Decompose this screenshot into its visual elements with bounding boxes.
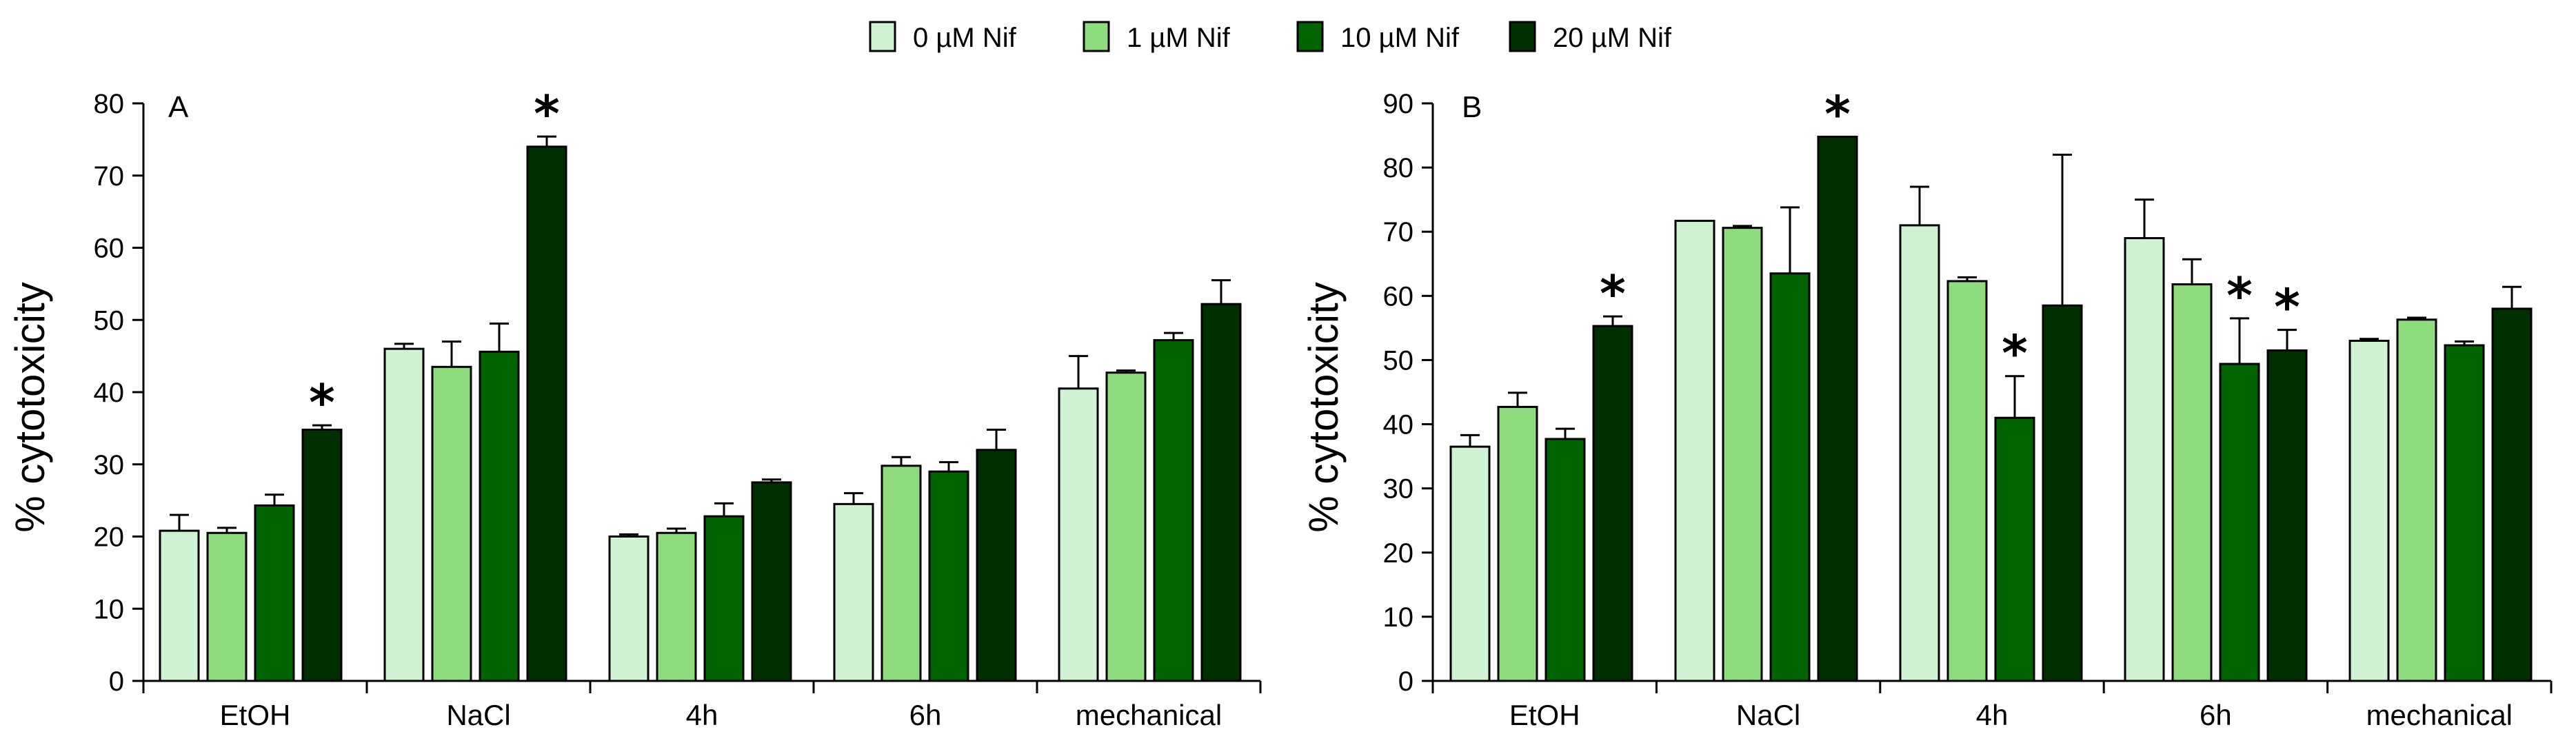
bar-a-mechanical-series-0: [1058, 387, 1099, 682]
bar-a-4h-series-0: [608, 535, 650, 682]
bar-a-4h-series-2: [703, 515, 745, 682]
significance-star: *: [2226, 267, 2253, 325]
panel-a-y-tick-label: 40: [94, 378, 125, 408]
panel-b-category-label: EtOH: [1509, 699, 1580, 731]
bar-a-nacl-series-3: [526, 145, 567, 682]
bar-b-mechanical-series-3: [2491, 307, 2533, 682]
panel-a-label: A: [168, 90, 189, 124]
bar-a-nacl-series-0: [383, 347, 425, 682]
panel-a-category-label: NaCl: [446, 699, 510, 731]
bar-b-4h-series-3: [2042, 304, 2083, 682]
bar-a-etoh-series-0: [159, 529, 200, 682]
legend-entry-1: 1 µM Nif: [1083, 21, 1231, 53]
bar-a-nacl-series-2: [479, 350, 520, 682]
panel-a-y-tick-label: 0: [109, 666, 124, 697]
bar-a-mechanical-series-1: [1105, 371, 1147, 682]
bar-a-6h-series-1: [881, 465, 922, 682]
panel-b-y-tick-label: 80: [1383, 153, 1414, 183]
bar-b-4h-series-1: [1946, 280, 1988, 682]
legend-label-2: 10 µM Nif: [1340, 23, 1460, 53]
bar-a-etoh-series-2: [254, 504, 295, 682]
legend-label-0: 0 µM Nif: [913, 23, 1017, 53]
panel-b-y-tick-label: 40: [1383, 410, 1414, 440]
panel-b-y-axis-label: % cytotoxicity: [1300, 282, 1347, 532]
bar-b-etoh-series-0: [1449, 445, 1491, 682]
panel-a: A % cytotoxicity 0 10 20 30 40 50 60 70 80 EtOH Na…: [7, 85, 1262, 731]
legend: 0 µM Nif 1 µM Nif 10 µM Nif 20 µM Nif: [869, 21, 1672, 53]
bar-a-nacl-series-1: [431, 365, 472, 682]
panel-a-y-tick-label: 30: [94, 450, 125, 480]
legend-swatch-2: [1296, 21, 1324, 52]
panel-b-y-tick-label: 50: [1383, 345, 1414, 376]
panel-a-category-label: mechanical: [1076, 699, 1222, 731]
panel-a-y-axis-label: % cytotoxicity: [7, 282, 53, 532]
legend-swatch-1: [1083, 21, 1110, 52]
bar-b-6h-series-3: [2266, 349, 2308, 682]
bar-b-6h-series-0: [2124, 237, 2165, 682]
panel-a-y-tick-label: 60: [94, 234, 125, 264]
panel-b-category-label: mechanical: [2366, 699, 2513, 731]
panel-b-category-label: 6h: [2200, 699, 2232, 731]
bar-b-nacl-series-1: [1722, 227, 1763, 682]
legend-entry-0: 0 µM Nif: [869, 21, 1017, 53]
panel-b-y-tick-label: 90: [1383, 89, 1414, 119]
legend-entry-3: 20 µM Nif: [1509, 21, 1672, 53]
significance-star: *: [1824, 85, 1851, 143]
panel-b-label: B: [1462, 90, 1482, 124]
panel-b-y-tick-label: 20: [1383, 538, 1414, 569]
bar-a-etoh-series-1: [206, 531, 248, 682]
panel-a-y-tick-label: 10: [94, 594, 125, 624]
bar-a-6h-series-3: [976, 449, 1017, 682]
bar-b-nacl-series-0: [1674, 219, 1715, 682]
panel-a-category-label: EtOH: [220, 699, 291, 731]
panel-b: B % cytotoxicity 0 10 20 30 40 50 60 70 80 90 EtOH…: [1300, 85, 2553, 731]
bar-b-nacl-series-2: [1769, 272, 1811, 682]
legend-entry-2: 10 µM Nif: [1296, 21, 1460, 53]
panel-b-category-label: 4h: [1976, 699, 2009, 731]
significance-star: *: [1600, 265, 1626, 323]
bar-b-6h-series-2: [2219, 363, 2260, 682]
bar-b-6h-series-1: [2171, 283, 2213, 682]
panel-a-category-label: 4h: [686, 699, 718, 731]
bar-a-6h-series-2: [928, 470, 969, 682]
panel-a-y-tick-label: 70: [94, 161, 125, 192]
bar-b-mechanical-series-0: [2348, 340, 2390, 682]
significance-star: *: [534, 85, 560, 143]
bar-b-mechanical-series-1: [2396, 318, 2437, 682]
panel-a-category-label: 6h: [909, 699, 942, 731]
bar-b-etoh-series-3: [1592, 325, 1633, 682]
bar-b-nacl-series-3: [1817, 135, 1858, 682]
bar-a-4h-series-1: [656, 531, 697, 682]
bar-b-mechanical-series-2: [2444, 344, 2485, 682]
bar-a-etoh-series-3: [301, 428, 343, 682]
panel-b-y-tick-label: 70: [1383, 217, 1414, 247]
bar-a-6h-series-0: [833, 502, 874, 682]
panel-b-y-tick-label: 30: [1383, 474, 1414, 504]
panel-b-y-tick-label: 0: [1398, 666, 1413, 697]
bar-a-4h-series-3: [751, 481, 792, 682]
significance-star: *: [2002, 325, 2028, 382]
panel-b-y-tick-label: 10: [1383, 602, 1414, 633]
panel-a-y-tick-label: 50: [94, 305, 125, 336]
legend-label-3: 20 µM Nif: [1553, 23, 1672, 53]
significance-star: *: [2274, 278, 2300, 336]
significance-star: *: [309, 374, 335, 431]
legend-label-1: 1 µM Nif: [1127, 23, 1231, 53]
bar-b-4h-series-2: [1994, 416, 2035, 682]
bar-b-4h-series-0: [1899, 224, 1940, 682]
bar-b-etoh-series-2: [1544, 438, 1586, 682]
panel-a-y-tick-label: 80: [94, 89, 125, 119]
bar-a-mechanical-series-3: [1200, 303, 1242, 682]
legend-swatch-0: [869, 21, 896, 52]
panel-b-category-label: NaCl: [1736, 699, 1800, 731]
panel-b-y-tick-label: 60: [1383, 281, 1414, 312]
legend-swatch-3: [1509, 21, 1536, 52]
panel-a-y-tick-label: 20: [94, 522, 125, 553]
bar-b-etoh-series-1: [1497, 405, 1538, 682]
bar-a-mechanical-series-2: [1153, 339, 1194, 682]
